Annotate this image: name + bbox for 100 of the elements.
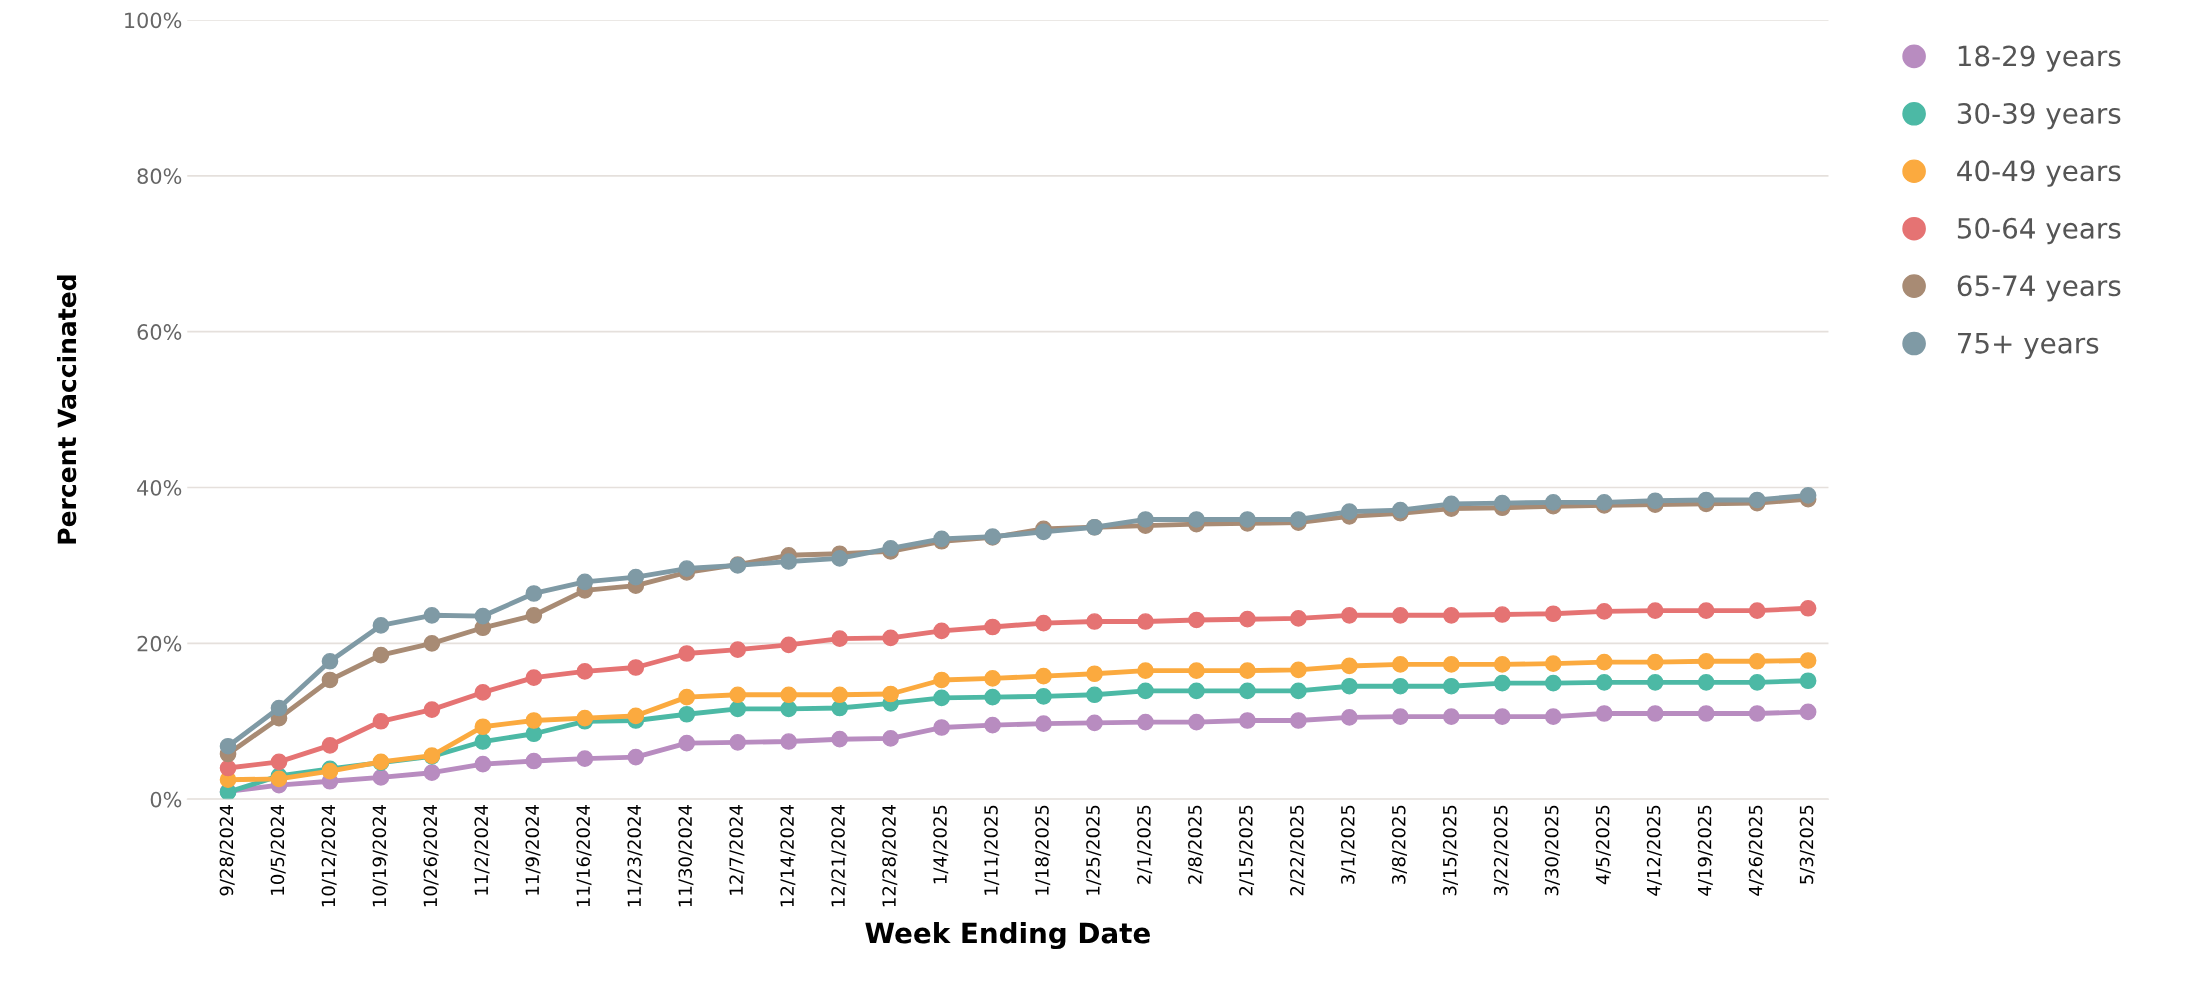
point [576, 750, 594, 768]
legend-label: 40-49 years [1957, 160, 2121, 187]
x-tick-label: 2/1/2025 [1137, 805, 1153, 884]
point [678, 688, 696, 706]
point [1290, 610, 1307, 627]
point [1137, 713, 1154, 731]
point [1697, 705, 1715, 722]
y-tick-label: 60% [137, 324, 182, 340]
point [1137, 613, 1154, 630]
x-axis-title: Week Ending Date [865, 922, 1150, 950]
point [1595, 673, 1613, 691]
point [1799, 652, 1817, 669]
point [1086, 686, 1103, 704]
x-tick-label: 10/5/2024 [270, 805, 286, 895]
point [984, 670, 1001, 687]
point [882, 730, 899, 747]
point [1392, 606, 1409, 624]
y-tick-label: 80% [137, 168, 182, 185]
point [1799, 486, 1817, 504]
point [1493, 674, 1511, 692]
point [1035, 715, 1052, 732]
point [474, 733, 492, 750]
x-tick-label: 1/11/2025 [984, 805, 1000, 895]
point [1544, 655, 1562, 672]
point [474, 684, 492, 701]
x-tick-label: 5/3/2025 [1799, 805, 1815, 884]
point [729, 641, 747, 658]
point [321, 737, 339, 754]
point [1544, 674, 1562, 692]
point [474, 755, 492, 773]
point [1646, 705, 1664, 722]
point [1595, 603, 1613, 620]
point [525, 712, 543, 729]
point [1595, 705, 1613, 722]
legend-label: 18-29 years [1958, 45, 2121, 72]
legend-label: 75+ years [1958, 333, 2099, 360]
x-tick-label: 10/12/2024 [321, 805, 337, 907]
x-tick-label: 4/26/2025 [1748, 805, 1764, 896]
x-tick-label: 1/25/2025 [1086, 805, 1102, 895]
point [678, 705, 696, 723]
point [1493, 656, 1511, 673]
point [1697, 491, 1715, 509]
x-tick-label: 12/28/2024 [882, 805, 898, 907]
point [1341, 503, 1358, 521]
point [1290, 682, 1307, 700]
point [729, 700, 747, 718]
point [372, 617, 390, 634]
point [219, 759, 237, 777]
point [1748, 602, 1766, 619]
point [1035, 614, 1052, 632]
y-tick-label: 20% [137, 635, 182, 652]
legend-label: 65-74 years [1957, 275, 2121, 302]
point [1646, 653, 1664, 671]
point [1137, 511, 1154, 528]
x-tick-label: 4/12/2025 [1646, 805, 1662, 896]
x-tick-label: 1/4/2025 [933, 805, 949, 884]
point [423, 764, 441, 782]
x-tick-label: 10/19/2024 [372, 805, 388, 907]
x-tick-label: 11/2/2024 [474, 805, 490, 895]
point [882, 629, 899, 647]
point [1035, 688, 1052, 705]
point [933, 719, 950, 736]
x-tick-label: 3/22/2025 [1493, 805, 1509, 896]
point [882, 685, 899, 703]
point [933, 671, 950, 689]
point [831, 630, 849, 648]
point [1442, 606, 1460, 624]
point [678, 734, 696, 752]
x-tick-label: 9/28/2024 [219, 805, 235, 896]
point [474, 718, 492, 736]
point [780, 733, 798, 750]
point [1188, 713, 1205, 731]
point [1188, 682, 1205, 700]
point [1392, 708, 1409, 725]
point [1595, 653, 1613, 671]
point [1697, 673, 1715, 691]
point [423, 701, 441, 718]
point [1442, 677, 1460, 695]
point [1392, 656, 1409, 673]
x-tick-label: 2/22/2025 [1289, 805, 1306, 896]
point [678, 560, 696, 577]
x-tick-label: 11/9/2024 [525, 805, 541, 895]
x-tick-label: 12/7/2024 [729, 805, 745, 895]
point [270, 753, 288, 771]
point [1493, 494, 1511, 512]
point [1086, 714, 1103, 732]
x-tick-label: 12/21/2024 [831, 805, 847, 907]
point [525, 606, 543, 624]
point [831, 686, 849, 704]
x-tick-label: 11/16/2024 [576, 805, 592, 907]
point [1493, 606, 1511, 623]
x-tick-label: 12/14/2024 [780, 805, 796, 907]
point [1239, 511, 1256, 528]
point [1442, 708, 1460, 725]
point [1646, 673, 1664, 691]
point [474, 607, 492, 625]
x-tick-label: 3/30/2025 [1544, 805, 1560, 896]
point [525, 585, 543, 602]
point [1799, 672, 1817, 690]
point [1341, 677, 1358, 695]
